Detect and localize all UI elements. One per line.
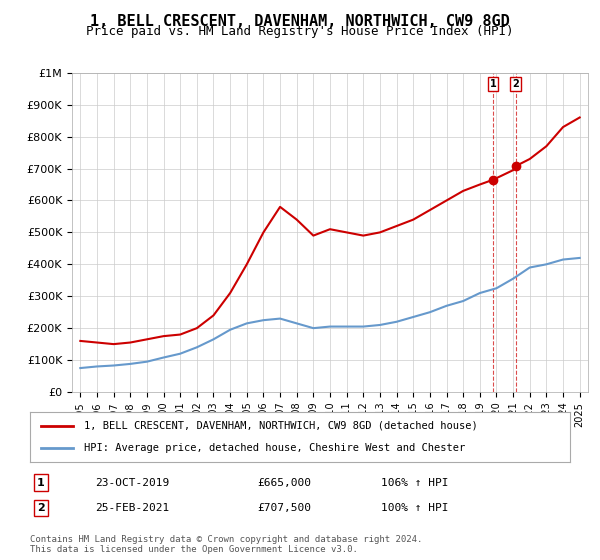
Text: 1, BELL CRESCENT, DAVENHAM, NORTHWICH, CW9 8GD: 1, BELL CRESCENT, DAVENHAM, NORTHWICH, C… bbox=[90, 14, 510, 29]
Text: 1, BELL CRESCENT, DAVENHAM, NORTHWICH, CW9 8GD (detached house): 1, BELL CRESCENT, DAVENHAM, NORTHWICH, C… bbox=[84, 421, 478, 431]
Text: 100% ↑ HPI: 100% ↑ HPI bbox=[381, 503, 449, 513]
Text: 23-OCT-2019: 23-OCT-2019 bbox=[95, 478, 169, 488]
Text: 1: 1 bbox=[37, 478, 44, 488]
Text: 2: 2 bbox=[512, 79, 519, 89]
Text: HPI: Average price, detached house, Cheshire West and Chester: HPI: Average price, detached house, Ches… bbox=[84, 443, 465, 453]
Text: £665,000: £665,000 bbox=[257, 478, 311, 488]
Text: 1: 1 bbox=[490, 79, 496, 89]
Text: 106% ↑ HPI: 106% ↑ HPI bbox=[381, 478, 449, 488]
Text: Price paid vs. HM Land Registry's House Price Index (HPI): Price paid vs. HM Land Registry's House … bbox=[86, 25, 514, 38]
Text: 25-FEB-2021: 25-FEB-2021 bbox=[95, 503, 169, 513]
Text: Contains HM Land Registry data © Crown copyright and database right 2024.
This d: Contains HM Land Registry data © Crown c… bbox=[30, 535, 422, 554]
Text: 2: 2 bbox=[37, 503, 44, 513]
Text: £707,500: £707,500 bbox=[257, 503, 311, 513]
